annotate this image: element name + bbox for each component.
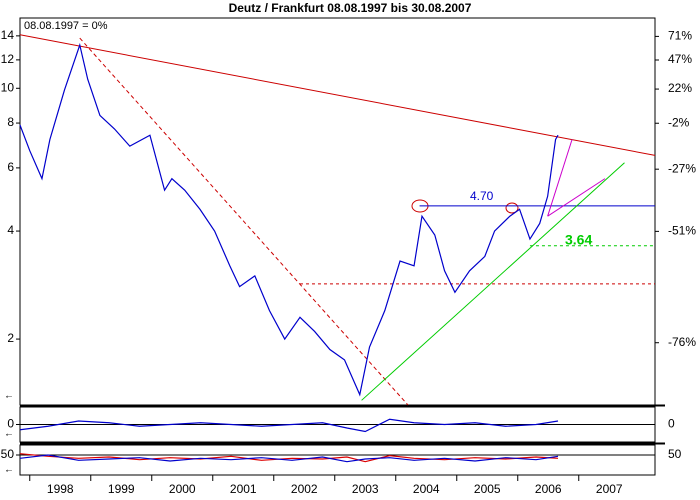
y2-tick-label: 22% (668, 81, 692, 95)
y-tick-label: 4 (7, 223, 14, 237)
y-tick-label: 50 (1, 447, 15, 461)
x-tick-label: 2005 (474, 482, 501, 496)
arrow-icon: ← (4, 391, 14, 402)
price-line (19, 454, 559, 463)
x-tick-label: 2003 (352, 482, 379, 496)
trend-line (79, 37, 409, 406)
y2-tick-label: -27% (668, 161, 696, 175)
annotation: 3.64 (565, 232, 592, 248)
y-tick-label: 8 (7, 115, 14, 129)
x-tick-label: 2004 (413, 482, 440, 496)
x-tick-label: 2007 (596, 482, 623, 496)
highlight-circle (505, 202, 519, 214)
chart-title: Deutz / Frankfurt 08.08.1997 bis 30.08.2… (229, 1, 472, 15)
y-tick-label: 12 (1, 52, 15, 66)
x-tick-label: 1998 (47, 482, 74, 496)
arrow-icon: ← (4, 465, 14, 476)
x-tick-label: 2002 (291, 482, 318, 496)
panel-frame (19, 444, 656, 476)
y-tick-label: 2 (7, 331, 14, 345)
x-tick-label: 2006 (535, 482, 562, 496)
trend-line (361, 162, 625, 401)
y2-tick-label: 0 (668, 417, 675, 431)
y2-tick-label: -51% (668, 224, 696, 238)
y2-tick-label: -2% (668, 115, 690, 129)
subtitle: 08.08.1997 = 0% (24, 20, 108, 32)
y2-tick-label: 71% (668, 29, 692, 43)
x-tick-label: 1999 (108, 482, 135, 496)
y-tick-label: 6 (7, 160, 14, 174)
trend-line (547, 178, 606, 217)
y2-tick-label: 47% (668, 52, 692, 66)
price-line (19, 42, 559, 397)
trend-line (547, 139, 573, 217)
y2-tick-label: 50 (668, 447, 682, 461)
arrow-icon: ← (4, 429, 14, 440)
x-tick-label: 2001 (230, 482, 257, 496)
y-tick-label: 10 (1, 80, 15, 94)
y-tick-label: 0 (7, 417, 14, 431)
y2-tick-label: -76% (668, 335, 696, 349)
trend-line (19, 34, 656, 156)
annotation: 4.70 (470, 189, 494, 203)
x-tick-label: 2000 (169, 482, 196, 496)
price-line (19, 418, 559, 433)
y-tick-label: 14 (1, 28, 15, 42)
